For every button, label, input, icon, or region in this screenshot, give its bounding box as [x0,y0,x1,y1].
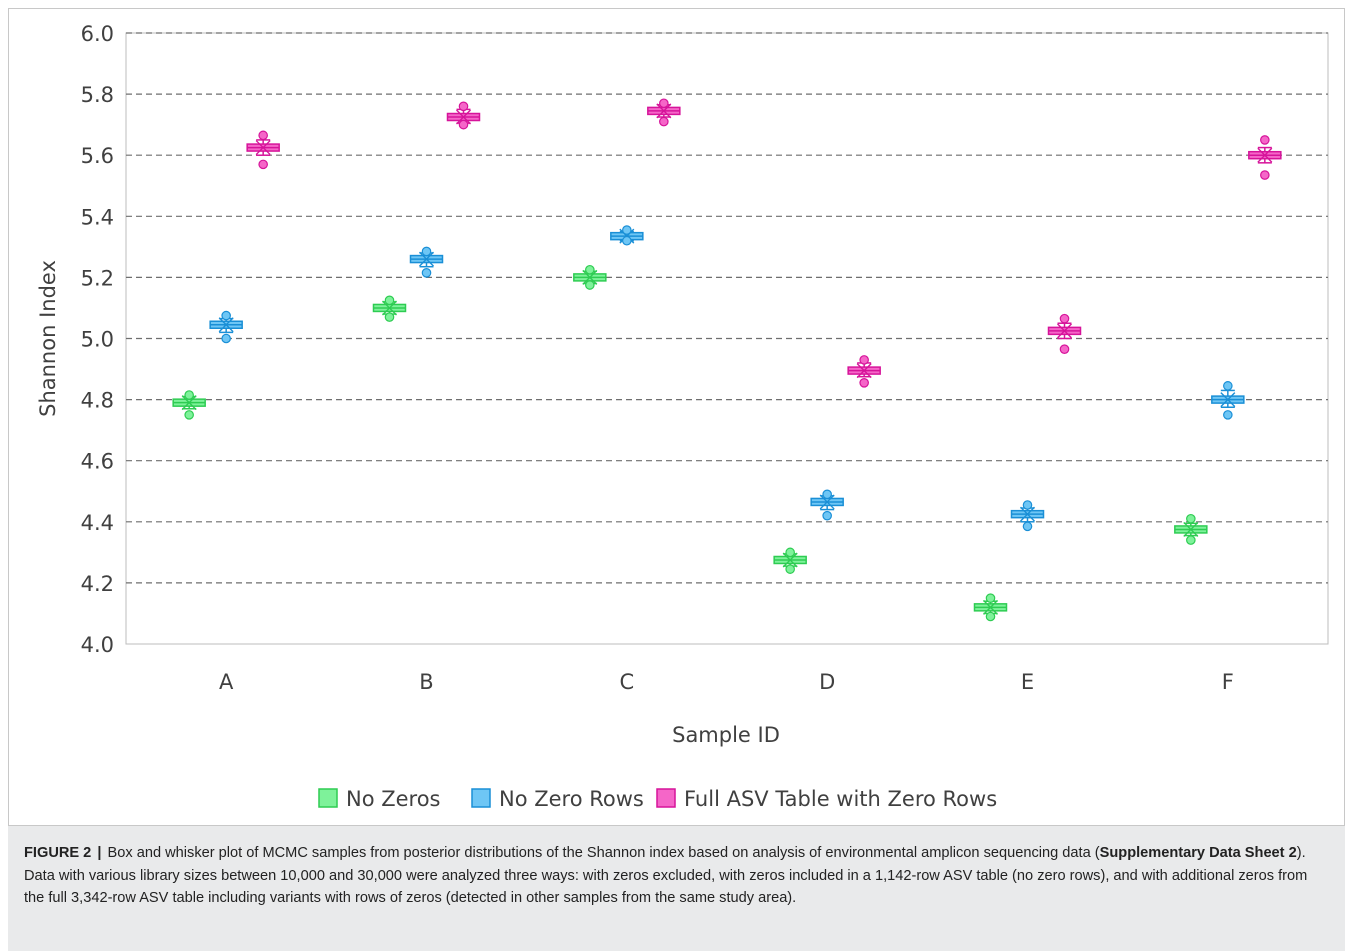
x-tick-label: A [219,670,234,694]
outlier-point [1022,500,1033,510]
legend-swatch [656,788,676,808]
outlier-point [421,268,432,278]
chart-frame: 4.0 4.2 4.4 4.6 4.8 5.0 5.2 5.4 5.6 5.8 6.0 A B C D E F S… [8,8,1345,826]
mean-marker [819,494,835,510]
y-tick-label: 4.0 [81,633,114,657]
x-tick-label: D [819,670,835,694]
outlier-point [221,310,231,321]
outlier-point [1223,381,1233,391]
caption-text-after: ). Data with various library sizes betwe… [24,845,1308,906]
outlier-point [659,98,669,109]
outlier-point [384,295,395,306]
y-tick-label: 5.2 [81,266,114,290]
outlier-point [859,377,869,388]
outlier-point [1059,344,1070,354]
legend-label: No Zeros [346,787,441,811]
outlier-point [1059,313,1070,324]
outlier-point [622,225,632,235]
outlier-point [1022,521,1033,532]
caption-text-before: Box and whisker plot of MCMC samples fro… [103,845,1100,861]
mean-marker [218,317,234,333]
x-tick-label: B [419,670,433,694]
y-tick-label: 5.6 [81,144,114,168]
mean-marker [983,599,998,615]
x-axis-title: Sample ID [672,723,780,747]
y-tick-label: 4.4 [81,511,114,535]
mean-marker [1057,323,1072,339]
x-tick-label: C [619,670,634,694]
outlier-point [1186,513,1196,524]
y-axis-title: Shannon Index [36,260,60,417]
outlier-point [458,101,469,112]
outlier-point [1186,535,1196,545]
mean-marker [582,269,598,285]
mean-marker [419,251,434,267]
outlier-point [1260,135,1270,145]
y-tick-label: 4.6 [81,450,114,474]
mean-marker [656,103,672,119]
outlier-point [985,611,996,622]
outlier-point [659,116,669,127]
outlier-point [1223,410,1233,420]
outlier-point [585,264,595,275]
outlier-point [585,280,595,290]
outlier-point [859,355,869,365]
mean-marker [1020,506,1035,522]
outlier-point [258,159,268,170]
y-tick-label: 5.0 [81,328,114,352]
mean-marker [1257,147,1273,163]
y-tick-label: 6.0 [81,22,114,46]
outlier-point [184,390,194,400]
outlier-point [785,564,795,574]
legend-label: Full ASV Table with Zero Rows [684,787,997,811]
y-tick-label: 4.8 [81,389,114,413]
y-tick-label: 5.8 [81,83,114,107]
caption-label: FIGURE 2 [24,845,92,861]
outlier-point [221,333,231,344]
mean-marker [782,552,798,568]
outlier-point [622,235,632,246]
x-tick-label: E [1021,670,1034,694]
outlier-point [184,410,194,420]
outlier-point [985,593,996,603]
mean-marker [456,109,471,125]
mean-marker [1220,392,1236,408]
box-whisker-chart: 4.0 4.2 4.4 4.6 4.8 5.0 5.2 5.4 5.6 5.8 6.0 A B C D E F S… [36,22,1329,811]
legend-swatch [318,788,338,808]
outlier-point [384,312,395,322]
mean-marker [255,140,271,156]
outlier-point [822,510,832,521]
legend-swatch [471,788,491,808]
mean-marker [382,300,397,316]
legend-label: No Zero Rows [499,787,644,811]
mean-marker [181,395,197,411]
caption-reference: Supplementary Data Sheet 2 [1099,845,1297,861]
y-tick-label: 5.4 [81,205,114,229]
mean-marker [856,363,872,379]
mean-marker [1183,521,1199,537]
outlier-point [1260,170,1270,180]
outlier-point [421,246,432,257]
caption-separator: | [97,845,102,861]
outlier-point [822,489,832,500]
figure-caption: FIGURE 2 | Box and whisker plot of MCMC … [8,826,1345,951]
outlier-point [258,130,268,141]
x-tick-label: F [1222,670,1234,694]
outlier-point [458,119,469,130]
y-tick-label: 4.2 [81,572,114,596]
outlier-point [785,547,795,558]
